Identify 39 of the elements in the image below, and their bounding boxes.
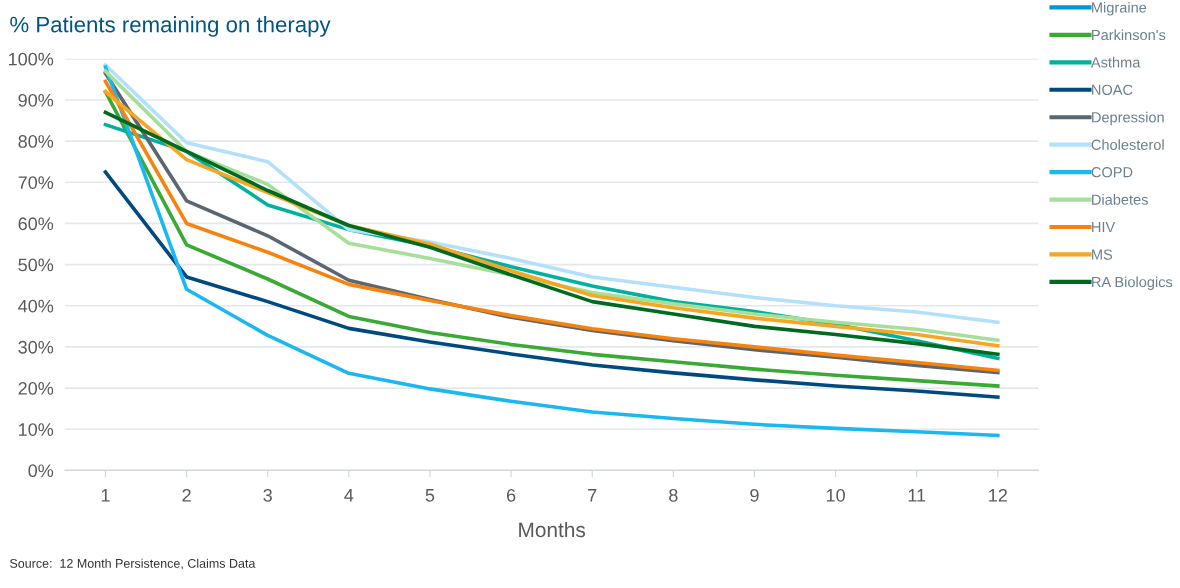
x-tick-label: 3 — [263, 488, 272, 502]
y-tick-label: 80% — [18, 135, 54, 148]
x-tick-label: 2 — [182, 488, 191, 502]
line-series — [103, 170, 1000, 399]
legend-label: COPD — [1091, 167, 1133, 178]
legend-label: NOAC — [1092, 84, 1133, 96]
y-tick-label: 40% — [18, 299, 54, 313]
legend-label: Asthma — [1090, 56, 1141, 68]
y-tick-label: 50% — [18, 258, 54, 272]
legend-label: RA Biologics — [1092, 276, 1173, 291]
legend-label: Parkinson's — [1092, 29, 1166, 41]
x-tick-label: 5 — [425, 489, 435, 502]
x-tick-label: 4 — [344, 489, 354, 502]
x-tick-label: 10 — [826, 488, 845, 502]
legend-label: Migraine — [1092, 1, 1147, 16]
x-tick-label: 1 — [101, 489, 110, 502]
x-tick-label: 9 — [750, 488, 759, 502]
y-tick-label: 70% — [18, 176, 54, 189]
x-tick-label: 11 — [908, 489, 926, 502]
x-tick-label: 8 — [669, 488, 678, 502]
y-tick-label: 30% — [18, 340, 54, 354]
y-tick-label: 60% — [18, 217, 54, 231]
source-note: Source: 12 Month Persistence, Claims Data — [10, 558, 256, 570]
y-tick-label: 10% — [19, 423, 54, 436]
legend-label: HIV — [1092, 222, 1116, 233]
x-tick-label: 12 — [989, 488, 1007, 502]
legend-label: Cholesterol — [1091, 139, 1164, 150]
y-tick-label: 0% — [28, 464, 54, 478]
legend-label: Diabetes — [1092, 194, 1148, 205]
x-tick-label: 6 — [506, 488, 516, 502]
y-tick-label: 90% — [18, 93, 54, 107]
legend-label: MS — [1092, 249, 1113, 260]
chart-title: % Patients remaining on therapy — [10, 16, 331, 37]
x-tick-label: 7 — [588, 489, 597, 502]
legend-label: Depression — [1092, 111, 1164, 126]
line-series — [103, 65, 1000, 438]
y-tick-label: 20% — [18, 382, 54, 395]
x-axis-title: Months — [519, 521, 586, 538]
y-tick-label: 100% — [8, 52, 54, 66]
